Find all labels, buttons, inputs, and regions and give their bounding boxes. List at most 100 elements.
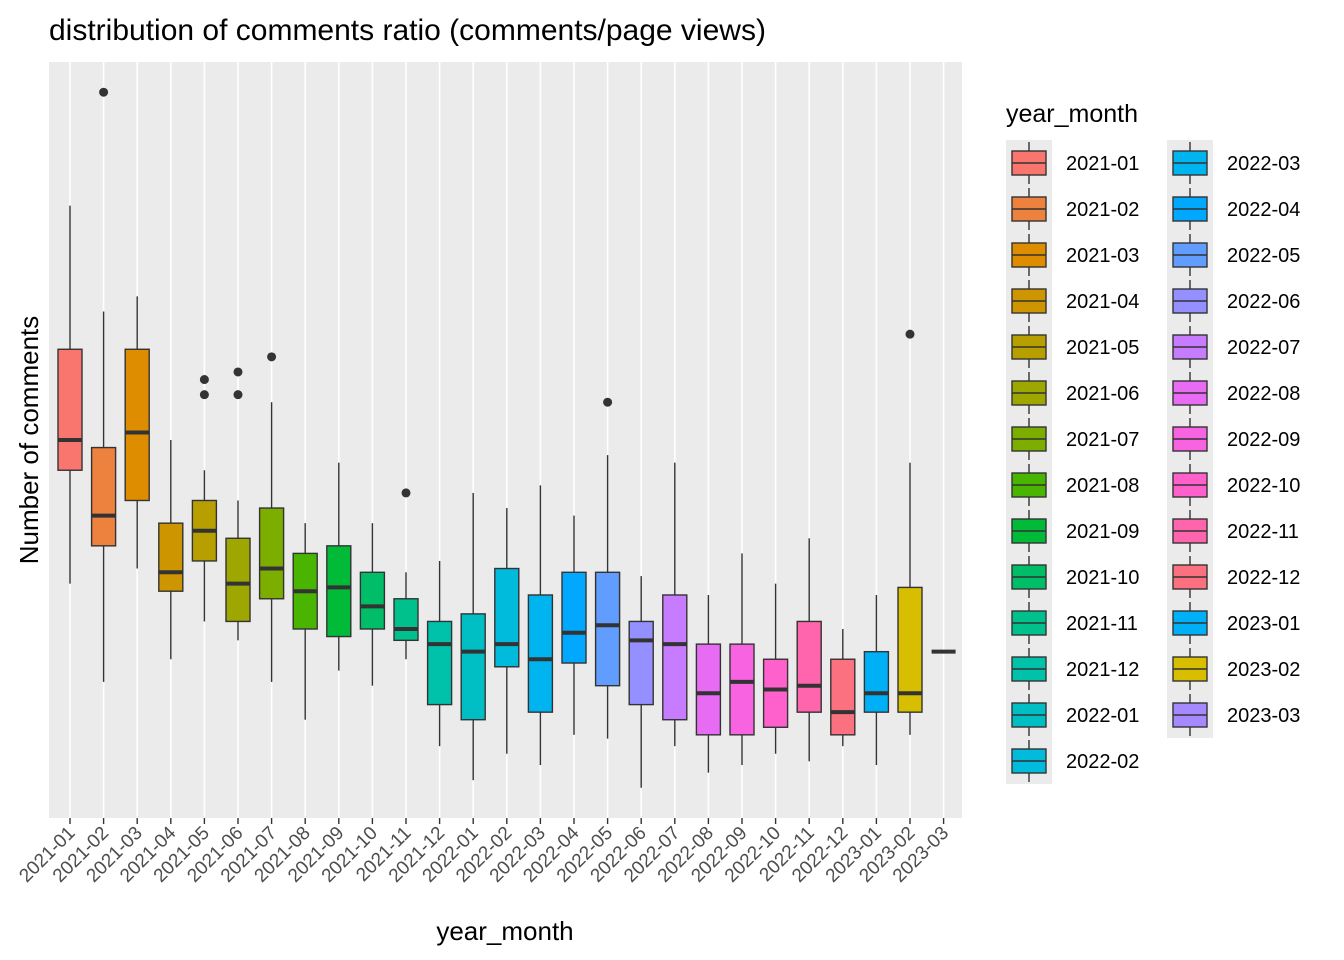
box-body (225, 537, 251, 623)
outlier-point (401, 488, 411, 498)
legend-label: 2021-10 (1066, 567, 1139, 589)
legend-label: 2022-04 (1227, 199, 1300, 221)
legend-item-2021-11: 2021-11 (1006, 600, 1138, 646)
legend-label: 2022-06 (1227, 291, 1300, 313)
legend-item-2022-09: 2022-09 (1167, 416, 1300, 462)
box-2021-09 (326, 462, 352, 671)
box-body (830, 658, 856, 736)
box-2021-05 (191, 375, 218, 622)
legend-label: 2023-01 (1227, 613, 1300, 635)
outlier-point (199, 390, 209, 400)
legend-item-2023-02: 2023-02 (1167, 646, 1300, 692)
legend-label: 2023-03 (1227, 705, 1300, 727)
box-body (124, 348, 150, 502)
legend-title: year_month (1006, 100, 1138, 128)
legend-label: 2021-03 (1066, 245, 1139, 267)
legend-item-2022-04: 2022-04 (1167, 186, 1300, 232)
legend-label: 2023-02 (1227, 659, 1300, 681)
box-body (460, 613, 486, 721)
legend-label: 2021-08 (1066, 475, 1139, 497)
box-2021-08 (292, 523, 318, 720)
outlier-point (199, 375, 209, 385)
box-body (762, 658, 789, 728)
box-body (863, 650, 890, 713)
box-2022-12 (830, 629, 856, 747)
legend-label: 2021-11 (1066, 613, 1138, 635)
box-2023-02 (897, 329, 923, 735)
box-body (494, 567, 520, 668)
box-2021-03 (124, 296, 150, 569)
outlier-point (233, 367, 243, 377)
legend-item-2021-02: 2021-02 (1006, 186, 1139, 232)
legend-item-2021-05: 2021-05 (1006, 324, 1139, 370)
legend-item-2021-09: 2021-09 (1006, 508, 1139, 554)
outlier-point (233, 390, 243, 400)
box-2022-04 (561, 515, 587, 735)
legend-label: 2021-02 (1066, 199, 1139, 221)
box-2022-11 (796, 538, 822, 762)
box-body (695, 643, 722, 736)
legend-item-2021-04: 2021-04 (1006, 278, 1139, 324)
box-body (662, 594, 688, 721)
legend-label: 2022-12 (1227, 567, 1300, 589)
y-axis-label: Number of comments (14, 316, 44, 565)
legend-item-2023-03: 2023-03 (1167, 692, 1300, 738)
box-body (359, 571, 386, 630)
legend-item-2022-06: 2022-06 (1167, 278, 1300, 324)
box-body (796, 620, 822, 713)
legend-item-2022-10: 2022-10 (1167, 462, 1300, 508)
box-2022-07 (662, 462, 688, 747)
legend-item-2022-12: 2022-12 (1167, 554, 1300, 600)
box-series (57, 87, 956, 788)
legend-item-2021-10: 2021-10 (1006, 554, 1139, 600)
legend-label: 2021-07 (1066, 429, 1139, 451)
box-body (57, 348, 83, 471)
legend-item-2021-01: 2021-01 (1006, 140, 1139, 186)
box-body (527, 594, 554, 713)
legend-item-2021-12: 2021-12 (1006, 646, 1139, 692)
x-axis-ticks: 2021-012021-022021-032021-042021-052021-… (15, 818, 953, 887)
box-body (628, 620, 654, 706)
legend-item-2022-08: 2022-08 (1167, 370, 1300, 416)
legend-label: 2021-04 (1066, 291, 1139, 313)
legend-item-2022-07: 2022-07 (1167, 324, 1300, 370)
box-body (158, 522, 184, 592)
legend-item-2022-01: 2022-01 (1006, 692, 1139, 738)
legend: 2021-01 2021-02 2021-03 2021-04 2021-05 2021-… (1006, 140, 1300, 784)
legend-label: 2022-08 (1227, 383, 1300, 405)
box-2023-01 (863, 594, 890, 766)
chart-title: distribution of comments ratio (comments… (49, 14, 766, 47)
legend-label: 2022-03 (1227, 153, 1300, 175)
legend-item-2022-03: 2022-03 (1167, 140, 1300, 186)
legend-item-2021-03: 2021-03 (1006, 232, 1139, 278)
legend-label: 2021-05 (1066, 337, 1139, 359)
box-2022-08 (695, 594, 722, 773)
box-2021-11 (393, 488, 419, 660)
box-body (90, 446, 117, 547)
box-2022-05 (594, 397, 621, 739)
outlier-point (99, 87, 109, 97)
box-body (561, 571, 587, 664)
legend-item-2022-11: 2022-11 (1167, 508, 1299, 554)
outlier-point (905, 329, 915, 339)
legend-label: 2022-05 (1227, 245, 1300, 267)
legend-label: 2022-01 (1066, 705, 1139, 727)
box-body (729, 643, 755, 736)
box-2021-02 (90, 87, 117, 682)
box-2022-09 (729, 553, 755, 766)
outlier-point (603, 397, 613, 407)
legend-item-2021-06: 2021-06 (1006, 370, 1139, 416)
legend-label: 2021-06 (1066, 383, 1139, 405)
box-2022-03 (527, 485, 554, 766)
legend-label: 2022-07 (1227, 337, 1300, 359)
box-2021-12 (426, 560, 453, 747)
outlier-point (267, 352, 277, 362)
legend-label: 2021-01 (1066, 153, 1139, 175)
legend-item-2022-02: 2022-02 (1006, 738, 1139, 784)
legend-label: 2022-02 (1066, 751, 1139, 773)
box-2021-06 (225, 367, 251, 641)
box-body (258, 507, 285, 600)
legend-label: 2022-10 (1227, 475, 1300, 497)
box-2021-10 (359, 523, 386, 686)
